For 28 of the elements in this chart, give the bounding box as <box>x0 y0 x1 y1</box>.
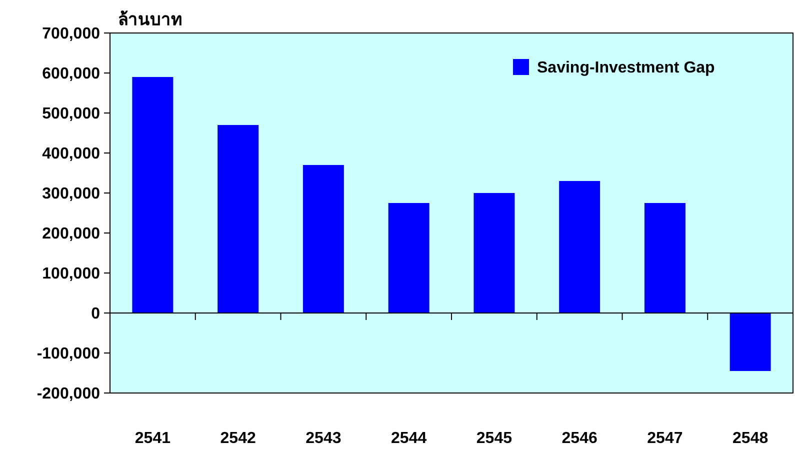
y-tick-label: -100,000 <box>36 346 100 363</box>
y-tick-label: 300,000 <box>42 186 100 203</box>
y-tick-label: 700,000 <box>42 26 100 43</box>
x-tick-label: 2542 <box>220 430 256 447</box>
x-tick-label: 2541 <box>134 430 171 447</box>
bar <box>302 165 344 313</box>
y-tick-label: 600,000 <box>42 66 100 83</box>
bar <box>132 77 174 313</box>
bar <box>218 125 259 313</box>
x-tick-label: 2545 <box>476 430 512 447</box>
y-tick-label: 200,000 <box>42 226 100 243</box>
x-tick-label: 2547 <box>647 430 683 447</box>
bar <box>730 313 771 371</box>
y-tick-label: 0 <box>91 306 100 323</box>
y-tick-label: 500,000 <box>42 106 100 123</box>
y-tick-label: 100,000 <box>42 266 100 283</box>
x-tick-label: 2543 <box>306 430 342 447</box>
x-tick-label: 2546 <box>562 430 598 447</box>
y-tick-label: -200,000 <box>36 386 100 403</box>
x-tick-label: 2544 <box>391 430 427 447</box>
y-axis-title: ล้านบาท <box>118 10 182 29</box>
bar <box>388 203 430 313</box>
legend-label: Saving-Investment Gap <box>537 60 716 77</box>
y-tick-label: 400,000 <box>42 146 100 163</box>
bar <box>474 193 515 313</box>
bar <box>644 203 686 313</box>
x-tick-label: 2548 <box>732 430 768 447</box>
bar <box>559 181 600 313</box>
